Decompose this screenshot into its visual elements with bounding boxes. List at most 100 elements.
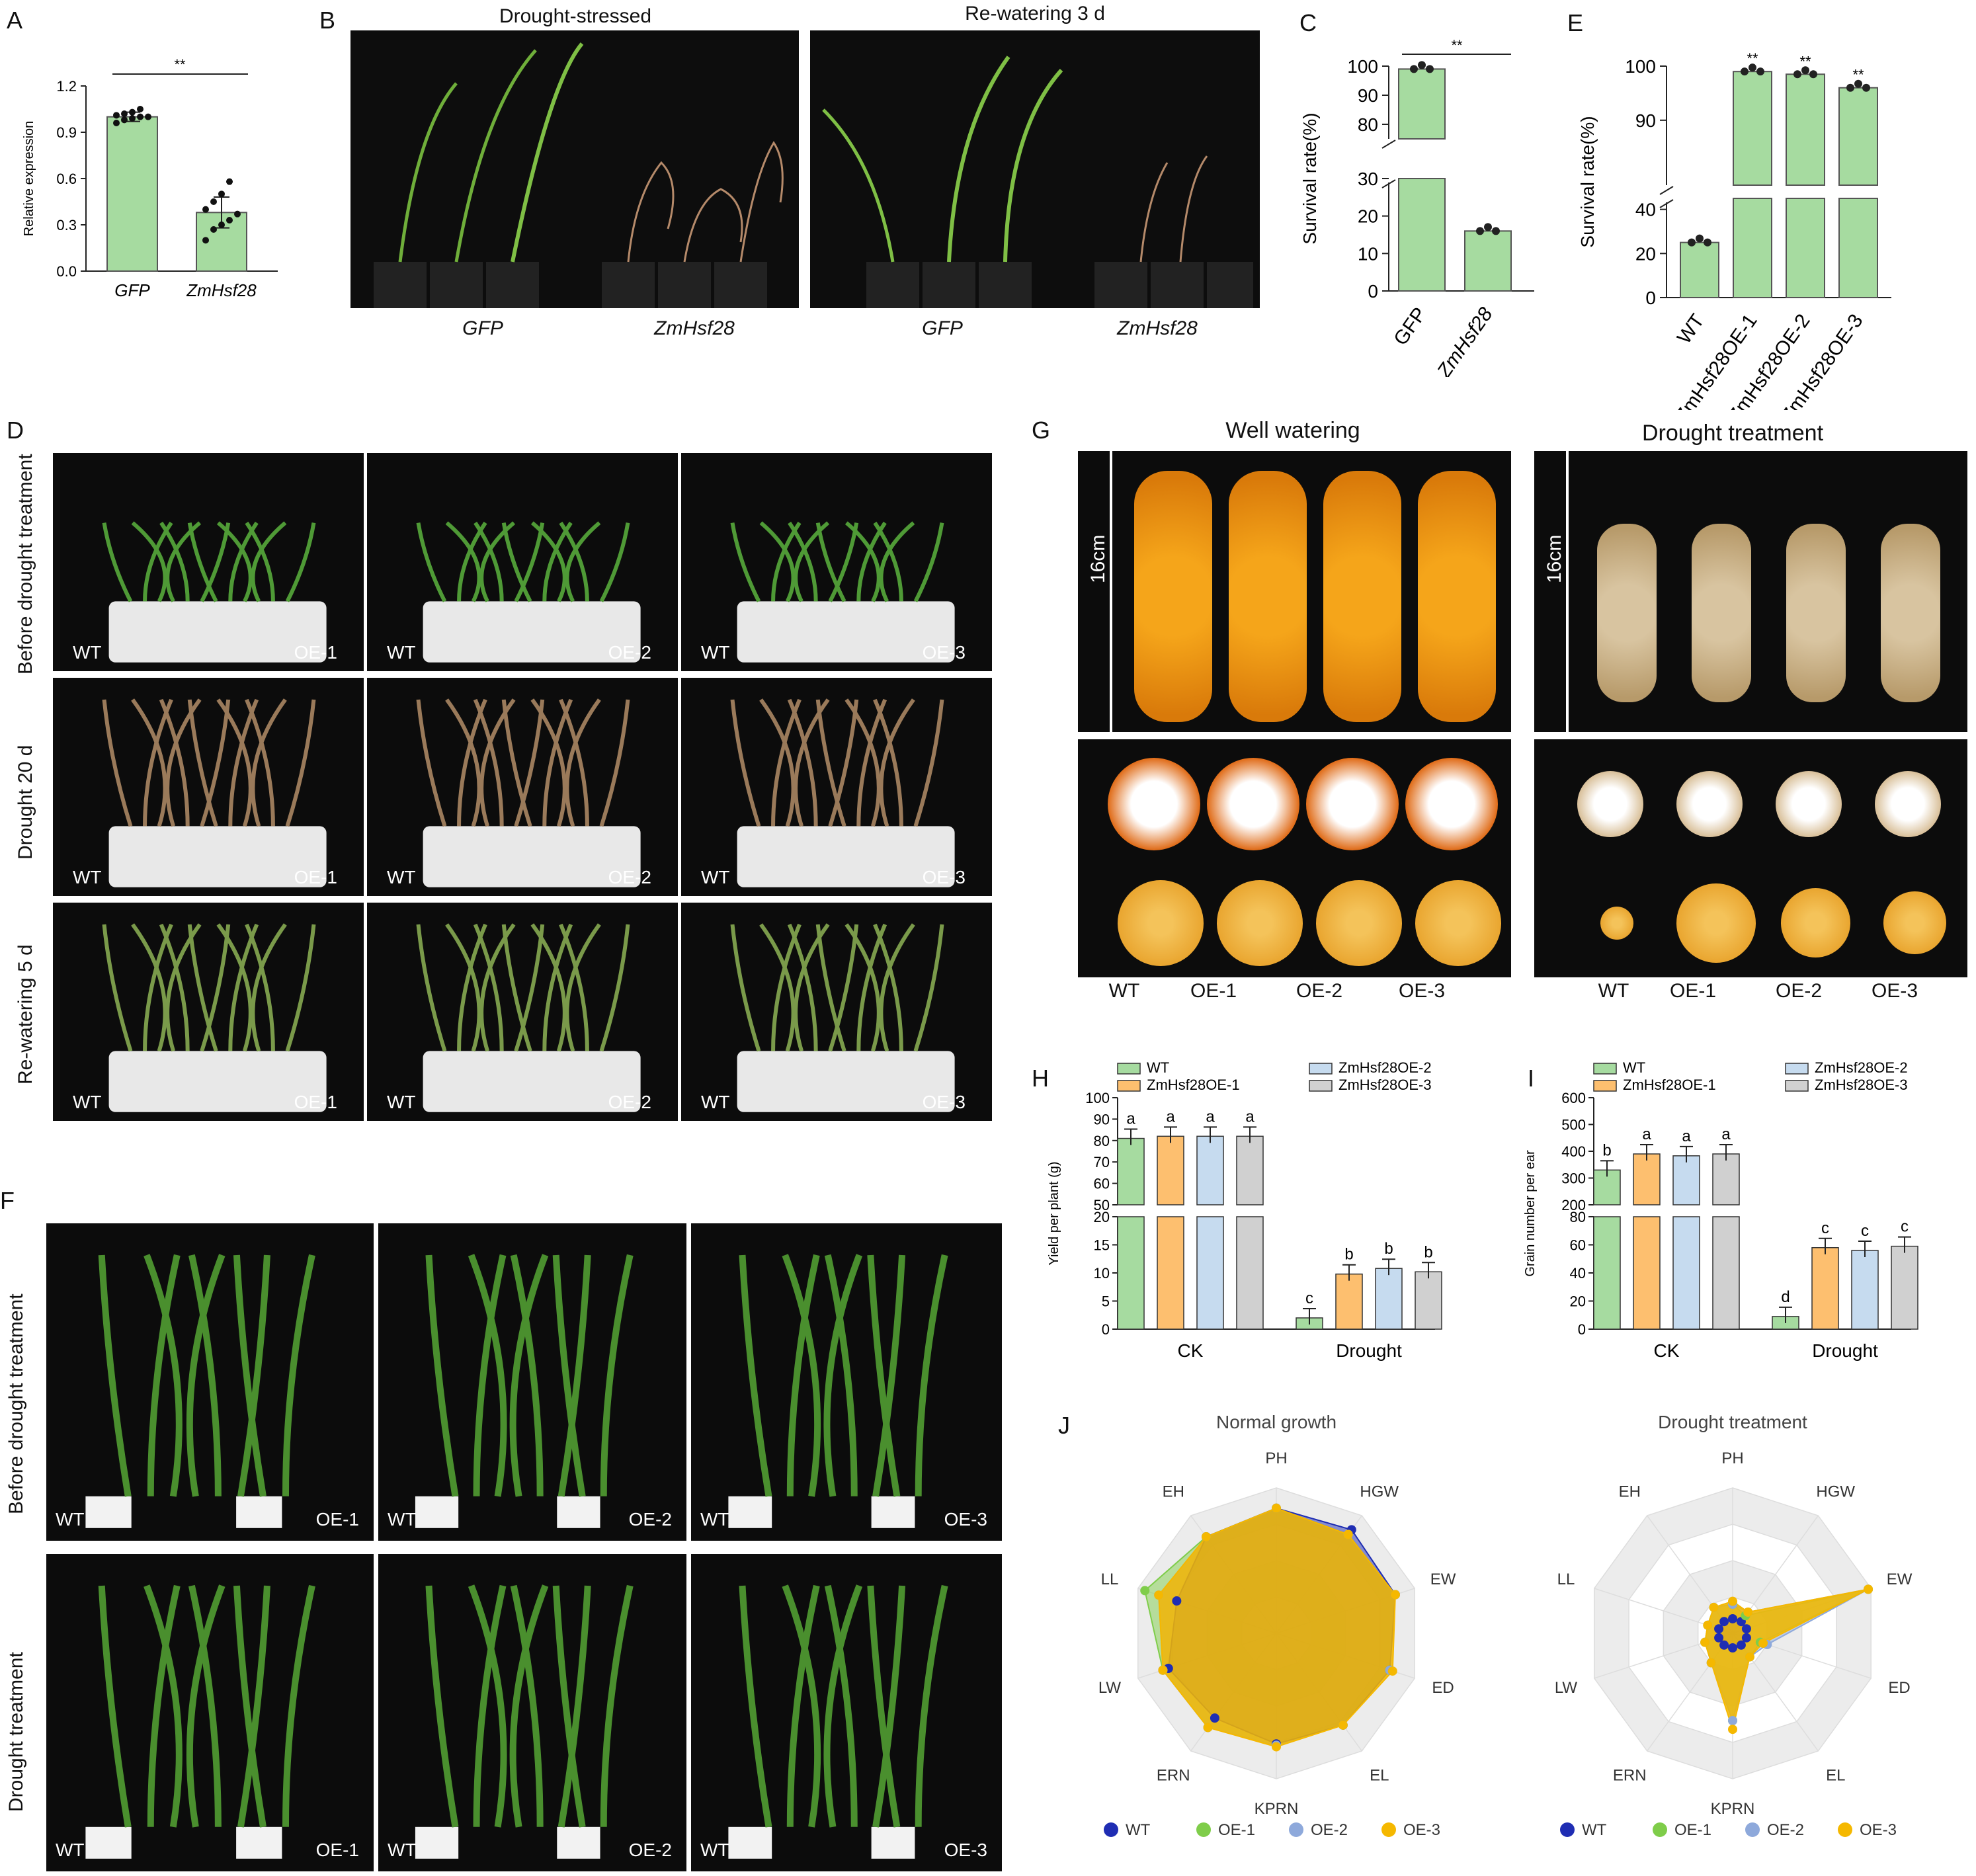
- photo-cross-sections: [1078, 739, 1511, 868]
- leaf: [147, 1254, 181, 1496]
- leaf: [788, 521, 818, 602]
- group-letter: b: [1344, 1246, 1353, 1264]
- wt-label: WT: [701, 642, 730, 663]
- oe-label: OE-2: [608, 867, 651, 887]
- leaf: [787, 698, 818, 827]
- panel-letter-f: F: [0, 1187, 15, 1214]
- wt-label: WT: [73, 642, 102, 663]
- leaf: [828, 522, 859, 602]
- data-point: [226, 217, 233, 224]
- x-tick-label: GFP: [1389, 304, 1430, 349]
- panel-b-title-left: Drought-stressed: [499, 5, 652, 27]
- data-point: [1410, 65, 1418, 73]
- cob-section: [1776, 770, 1842, 837]
- kernel-pile: [1600, 906, 1633, 940]
- bar-lower: [1733, 198, 1772, 298]
- data-point: [121, 116, 128, 124]
- leaf: [187, 699, 218, 827]
- plant-illustration: [728, 1584, 948, 1859]
- legend-label: OE-3: [1403, 1821, 1440, 1839]
- radar-point: [1864, 1584, 1873, 1594]
- leaf: [873, 521, 903, 602]
- bar-lower: [1196, 1216, 1224, 1330]
- radar-point: [1741, 1624, 1751, 1634]
- bar-lower: [1786, 198, 1825, 298]
- leaf: [828, 924, 859, 1052]
- radar-axis-label: LL: [1101, 1570, 1119, 1588]
- leaf: [559, 923, 589, 1051]
- x-tick-label: ZmHsf28: [1432, 304, 1497, 377]
- y-tick-label: 0.9: [56, 124, 77, 141]
- radar-point: [1387, 1666, 1397, 1676]
- bar-lower: [1633, 1216, 1661, 1330]
- data-point: [137, 106, 144, 112]
- leaf: [509, 1584, 549, 1828]
- legend-label: WT: [1582, 1821, 1607, 1839]
- data-point: [1704, 238, 1711, 247]
- radar-axis-label: PH: [1265, 1449, 1287, 1467]
- pot: [557, 1826, 600, 1859]
- y-tick-label: 60: [1570, 1237, 1586, 1254]
- radar-point: [1201, 1532, 1211, 1542]
- data-point: [1426, 65, 1434, 73]
- bar-upper: [1398, 68, 1446, 140]
- row-label: Before drought treatment: [15, 454, 36, 674]
- leaf: [559, 521, 589, 602]
- photo-tray: WT OE-3: [681, 453, 992, 671]
- group-letter: a: [1642, 1125, 1651, 1143]
- plant-illustration: [822, 56, 1253, 308]
- panel-c-chart: 0 10 20 30 80 90 100 Survival rate(%) GFP ZmHsf28…: [1299, 37, 1534, 377]
- leaf: [282, 1584, 315, 1827]
- radar-axis-label: ERN: [1613, 1766, 1647, 1784]
- data-point: [210, 198, 217, 205]
- y-tick-label: 60: [1094, 1176, 1110, 1192]
- kernel-pile: [1780, 888, 1850, 958]
- legend-marker: [1196, 1822, 1211, 1837]
- radar-axis-label: HGW: [1360, 1483, 1399, 1501]
- legend-label: OE-2: [1767, 1821, 1804, 1839]
- oe-label: OE-3: [922, 1092, 966, 1112]
- bar: [1851, 1250, 1879, 1330]
- photo-tray: WT OE-1: [53, 903, 364, 1121]
- y-tick-label: 300: [1561, 1170, 1586, 1187]
- data-point: [1801, 66, 1809, 75]
- bar-lower: [1117, 1216, 1145, 1330]
- photo-cross-sections: [1534, 739, 1967, 868]
- axis-break: [1659, 186, 1674, 195]
- data-point: [1862, 83, 1870, 92]
- leaf: [245, 521, 275, 602]
- x-group-label: CK: [1654, 1340, 1680, 1361]
- radar-point: [1719, 1617, 1729, 1627]
- leaf: [552, 1254, 586, 1497]
- pot: [415, 1496, 459, 1528]
- leaf: [245, 698, 275, 827]
- leaf: [98, 1585, 132, 1828]
- leaf: [159, 521, 190, 602]
- y-tick-label: 90: [1358, 85, 1378, 106]
- cob-section: [1405, 757, 1498, 850]
- bar-lower: [1236, 1216, 1264, 1330]
- y-tick-label: 10: [1358, 243, 1378, 264]
- leaf: [251, 521, 287, 602]
- cob-section: [1676, 770, 1743, 837]
- y-tick-label: 1.2: [56, 78, 77, 95]
- data-point: [145, 113, 151, 120]
- leaf: [188, 1584, 222, 1827]
- leaf: [823, 1254, 863, 1497]
- group-letter: a: [1721, 1125, 1731, 1143]
- leaf: [285, 699, 316, 827]
- sig-label: **: [1451, 37, 1463, 54]
- g-label: OE-3: [1871, 980, 1918, 1002]
- bar-upper: [1733, 71, 1772, 186]
- leaf: [530, 698, 567, 827]
- wt-label: WT: [700, 1509, 729, 1529]
- bar-upper: [1236, 1135, 1264, 1205]
- photo-drought-stressed: [350, 30, 799, 308]
- data-point: [1741, 67, 1749, 76]
- data-point: [218, 222, 225, 228]
- leaf: [237, 1254, 270, 1497]
- axis-break: [1381, 179, 1396, 188]
- row-label: Before drought treatment: [5, 1293, 27, 1514]
- oe-label: OE-2: [628, 1840, 672, 1860]
- oe-label: OE-2: [608, 1092, 651, 1112]
